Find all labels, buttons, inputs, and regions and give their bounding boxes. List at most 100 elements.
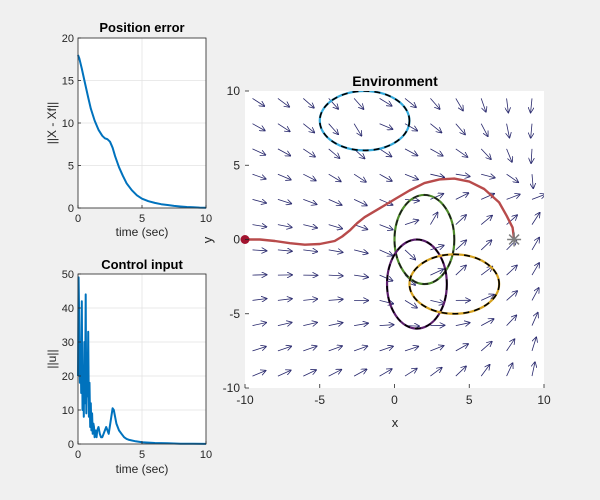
vector-arrow-143 xyxy=(532,362,535,377)
vector-arrow-23 xyxy=(531,123,532,138)
obstacle-dash-1 xyxy=(393,194,456,285)
vector-arrow-122 xyxy=(303,346,316,352)
control-input-title: Control input xyxy=(101,257,183,272)
vector-arrow-67 xyxy=(430,213,437,225)
vector-arrow-62 xyxy=(303,225,317,228)
environment-ytick-label-2: 0 xyxy=(233,233,240,247)
vector-arrow-125 xyxy=(379,346,393,352)
position-error-ylabel: ||X - Xf|| xyxy=(45,102,59,144)
vector-arrow-71 xyxy=(531,213,540,225)
vector-arrow-37 xyxy=(277,173,291,179)
position-error-ytick-label-0: 0 xyxy=(68,203,74,215)
vector-arrow-3 xyxy=(328,98,338,108)
environment-xtick-label-1: -5 xyxy=(314,393,325,407)
vector-arrow-75 xyxy=(328,250,343,252)
position-error-title: Position error xyxy=(99,20,184,35)
vector-arrow-130 xyxy=(506,339,515,352)
vector-arrow-102 xyxy=(404,300,417,307)
vector-arrow-45 xyxy=(481,174,495,178)
control-input-ytick-label-0: 0 xyxy=(68,439,74,451)
vector-arrow-12 xyxy=(252,123,265,131)
markers xyxy=(240,232,522,247)
vector-arrow-97 xyxy=(277,299,292,301)
control-input-line-group xyxy=(77,276,207,445)
control-input-ytick-label-4: 40 xyxy=(62,303,74,315)
environment-ylabel: y xyxy=(200,236,215,243)
vector-arrow-133 xyxy=(277,370,291,377)
vector-arrow-124 xyxy=(353,346,367,352)
environment-panel: Environment -10 -5 0 5 10 -10 -5 0 5 10 x y xyxy=(200,73,551,430)
vector-arrow-35 xyxy=(531,148,532,163)
vector-arrow-33 xyxy=(480,148,491,159)
vector-arrow-119 xyxy=(531,313,538,326)
vector-arrow-98 xyxy=(303,299,317,301)
position-error-ytick-label-4: 20 xyxy=(62,33,74,45)
vector-arrow-139 xyxy=(430,368,441,377)
vector-arrow-2 xyxy=(303,98,314,107)
environment-ytick-label-4: 10 xyxy=(227,84,241,98)
vector-arrow-47 xyxy=(532,174,533,188)
vector-arrow-73 xyxy=(277,250,292,251)
position-error-panel: Position error 0 5 10 0 5 10 15 20 time (sec) |… xyxy=(45,20,212,239)
vector-arrow-7 xyxy=(430,98,439,109)
vector-arrow-17 xyxy=(379,123,393,129)
vector-arrow-132 xyxy=(252,371,266,377)
vector-arrow-34 xyxy=(506,148,512,162)
vector-field xyxy=(252,98,544,377)
vector-arrow-118 xyxy=(506,316,517,326)
vector-arrow-137 xyxy=(379,369,392,377)
environment-ytick-label-1: -5 xyxy=(229,307,240,321)
vector-arrow-127 xyxy=(430,346,443,352)
vector-arrow-131 xyxy=(531,338,536,352)
environment-ticks: -10 -5 0 5 10 -10 -5 0 5 10 xyxy=(223,84,551,407)
vector-arrow-65 xyxy=(379,224,393,230)
vector-arrow-29 xyxy=(379,148,392,157)
vector-arrow-44 xyxy=(455,174,470,176)
position-error-ytick-label-1: 5 xyxy=(68,161,74,173)
vector-arrow-25 xyxy=(277,148,290,156)
vector-arrow-94 xyxy=(506,266,517,276)
position-error-ticks: 0 5 10 0 5 10 15 20 xyxy=(62,33,212,225)
vector-arrow-140 xyxy=(455,366,466,377)
obstacles xyxy=(318,91,501,330)
vector-arrow-72 xyxy=(252,250,267,251)
position-error-ytick-label-3: 15 xyxy=(62,76,74,88)
vector-arrow-36 xyxy=(252,173,266,179)
position-error-ytick-label-2: 10 xyxy=(62,118,74,130)
vector-arrow-134 xyxy=(303,370,316,377)
vector-arrow-77 xyxy=(379,249,393,256)
environment-xtick-label-4: 10 xyxy=(537,393,551,407)
environment-xtick-label-0: -10 xyxy=(236,393,254,407)
vector-arrow-11 xyxy=(531,98,532,112)
vector-arrow-49 xyxy=(277,199,291,203)
vector-arrow-27 xyxy=(328,148,340,158)
vector-arrow-5 xyxy=(379,98,392,105)
vector-arrow-79 xyxy=(430,246,443,251)
control-input-ytick-label-1: 10 xyxy=(62,405,74,417)
vector-arrow-38 xyxy=(303,173,315,180)
vector-arrow-126 xyxy=(404,347,418,352)
vector-arrow-105 xyxy=(481,295,494,301)
obstacle-dash-0 xyxy=(318,91,411,152)
vector-arrow-16 xyxy=(353,123,361,136)
control-input-xtick-label-2: 10 xyxy=(200,449,212,461)
vector-arrow-117 xyxy=(481,319,493,326)
control-input-panel: Control input 0 5 10 0 10 20 30 40 50 time (sec)… xyxy=(45,257,212,476)
control-input-xtick-label-1: 5 xyxy=(139,449,145,461)
vector-arrow-9 xyxy=(480,98,486,111)
trajectory-line xyxy=(245,177,516,246)
control-input-xlabel: time (sec) xyxy=(116,462,169,476)
vector-arrow-59 xyxy=(531,194,544,200)
vector-arrow-66 xyxy=(404,220,418,225)
vector-arrow-128 xyxy=(455,344,468,352)
vector-arrow-88 xyxy=(354,275,368,277)
vector-arrow-96 xyxy=(252,299,267,301)
control-input-ytick-label-2: 20 xyxy=(62,371,74,383)
vector-arrow-91 xyxy=(430,269,443,276)
vector-arrow-51 xyxy=(328,199,342,205)
vector-arrow-120 xyxy=(252,347,266,352)
goal-marker xyxy=(507,232,522,247)
vector-arrow-40 xyxy=(353,173,366,182)
vector-arrow-69 xyxy=(480,216,492,225)
